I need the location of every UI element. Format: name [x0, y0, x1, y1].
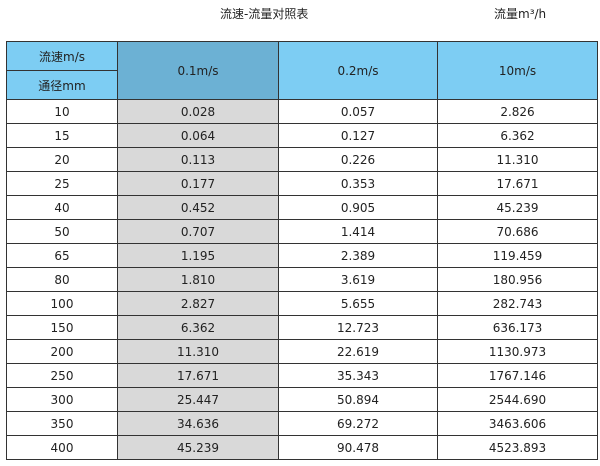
- diameter-cell: 250: [6, 363, 118, 388]
- flow-cell: 0.113: [117, 147, 279, 172]
- flow-table: 流速m/s 0.1m/s 0.2m/s 10m/s 通径mm 10 0.028 0.…: [6, 41, 598, 460]
- diameter-cell: 50: [6, 219, 118, 244]
- diameter-cell: 100: [6, 291, 118, 316]
- flow-cell: 0.707: [117, 219, 279, 244]
- column-header-10[interactable]: 10m/s: [437, 41, 598, 100]
- flow-cell: 636.173: [437, 315, 598, 340]
- table-row: 50 0.707 1.414 70.686: [6, 219, 598, 244]
- table-row: 80 1.810 3.619 180.956: [6, 267, 598, 292]
- flow-cell: 69.272: [278, 411, 438, 436]
- flow-cell: 0.353: [278, 171, 438, 196]
- diameter-cell: 10: [6, 99, 118, 124]
- diameter-cell: 400: [6, 435, 118, 460]
- flow-cell: 45.239: [437, 195, 598, 220]
- flow-cell: 1767.146: [437, 363, 598, 388]
- table-row: 65 1.195 2.389 119.459: [6, 243, 598, 268]
- flow-cell: 0.028: [117, 99, 279, 124]
- flow-cell: 6.362: [117, 315, 279, 340]
- table-row: 300 25.447 50.894 2544.690: [6, 387, 598, 412]
- diameter-cell: 20: [6, 147, 118, 172]
- flow-cell: 12.723: [278, 315, 438, 340]
- flow-cell: 11.310: [117, 339, 279, 364]
- table-row: 350 34.636 69.272 3463.606: [6, 411, 598, 436]
- flow-cell: 1.414: [278, 219, 438, 244]
- diameter-cell: 65: [6, 243, 118, 268]
- flow-cell: 17.671: [117, 363, 279, 388]
- flow-cell: 4523.893: [437, 435, 598, 460]
- flow-cell: 282.743: [437, 291, 598, 316]
- flow-cell: 0.057: [278, 99, 438, 124]
- diameter-cell: 15: [6, 123, 118, 148]
- flow-cell: 1.810: [117, 267, 279, 292]
- flow-cell: 45.239: [117, 435, 279, 460]
- flow-cell: 180.956: [437, 267, 598, 292]
- column-header-0.2[interactable]: 0.2m/s: [278, 41, 438, 100]
- table-row: 10 0.028 0.057 2.826: [6, 99, 598, 124]
- table-row: 20 0.113 0.226 11.310: [6, 147, 598, 172]
- diameter-cell: 25: [6, 171, 118, 196]
- table-row: 250 17.671 35.343 1767.146: [6, 363, 598, 388]
- flow-cell: 0.064: [117, 123, 279, 148]
- flow-cell: 25.447: [117, 387, 279, 412]
- diameter-cell: 200: [6, 339, 118, 364]
- flow-cell: 35.343: [278, 363, 438, 388]
- table-row: 150 6.362 12.723 636.173: [6, 315, 598, 340]
- flow-cell: 70.686: [437, 219, 598, 244]
- flow-cell: 2.827: [117, 291, 279, 316]
- flow-cell: 0.177: [117, 171, 279, 196]
- table-row: 15 0.064 0.127 6.362: [6, 123, 598, 148]
- flow-cell: 0.452: [117, 195, 279, 220]
- flow-cell: 90.478: [278, 435, 438, 460]
- diameter-header: 通径mm: [6, 70, 118, 100]
- flow-cell: 3463.606: [437, 411, 598, 436]
- velocity-header: 流速m/s: [6, 41, 118, 71]
- flow-cell: 50.894: [278, 387, 438, 412]
- diameter-cell: 350: [6, 411, 118, 436]
- column-header-0.1[interactable]: 0.1m/s: [117, 41, 279, 100]
- diameter-cell: 300: [6, 387, 118, 412]
- diameter-cell: 40: [6, 195, 118, 220]
- flow-cell: 0.127: [278, 123, 438, 148]
- table-row: 200 11.310 22.619 1130.973: [6, 339, 598, 364]
- flow-cell: 2.389: [278, 243, 438, 268]
- flow-cell: 3.619: [278, 267, 438, 292]
- flow-cell: 6.362: [437, 123, 598, 148]
- flow-cell: 1130.973: [437, 339, 598, 364]
- table-row: 400 45.239 90.478 4523.893: [6, 435, 598, 460]
- flow-cell: 2544.690: [437, 387, 598, 412]
- flow-cell: 0.226: [278, 147, 438, 172]
- table-row: 25 0.177 0.353 17.671: [6, 171, 598, 196]
- diameter-cell: 80: [6, 267, 118, 292]
- flow-cell: 34.636: [117, 411, 279, 436]
- flow-cell: 119.459: [437, 243, 598, 268]
- unit-label: 流量m³/h: [494, 7, 547, 21]
- flow-cell: 17.671: [437, 171, 598, 196]
- flow-cell: 2.826: [437, 99, 598, 124]
- table-title: 流速-流量对照表: [220, 7, 309, 21]
- diameter-cell: 150: [6, 315, 118, 340]
- table-row: 40 0.452 0.905 45.239: [6, 195, 598, 220]
- flow-cell: 11.310: [437, 147, 598, 172]
- flow-cell: 5.655: [278, 291, 438, 316]
- flow-cell: 22.619: [278, 339, 438, 364]
- flow-cell: 1.195: [117, 243, 279, 268]
- table-row: 100 2.827 5.655 282.743: [6, 291, 598, 316]
- flow-cell: 0.905: [278, 195, 438, 220]
